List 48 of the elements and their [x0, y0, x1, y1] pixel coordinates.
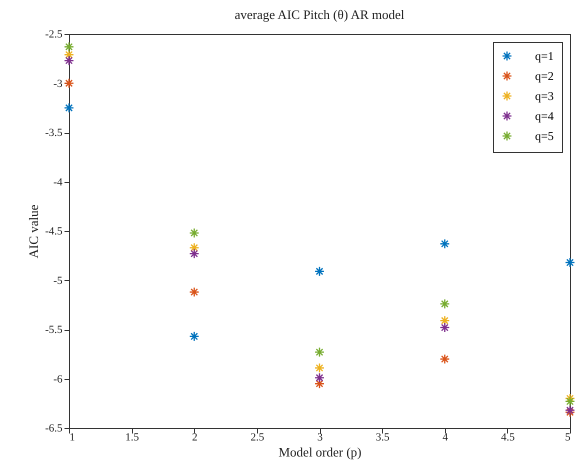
x-tick-label: 3.5	[376, 432, 390, 444]
x-tick-label: 5	[565, 432, 571, 444]
y-tick-label: -5.5	[45, 324, 63, 336]
point	[314, 347, 325, 358]
y-tick-label: -4.5	[45, 226, 63, 238]
point	[189, 228, 200, 238]
legend-label: q=2	[535, 69, 554, 83]
point	[189, 242, 200, 253]
point	[64, 78, 74, 88]
point	[440, 322, 450, 333]
y-tick-label: -5	[53, 274, 63, 287]
point	[189, 248, 200, 259]
x-tick-label: 1	[70, 432, 75, 444]
y-axis-title: AIC value	[26, 204, 42, 258]
legend-label: q=1	[535, 49, 554, 63]
point	[64, 55, 74, 66]
x-tick-label: 2	[192, 432, 198, 444]
x-tick-label: 4	[442, 432, 448, 444]
point	[440, 354, 450, 364]
point	[314, 362, 325, 374]
chart-title: average AIC Pitch (θ) AR model	[234, 7, 405, 22]
y-tick-label: -3.5	[45, 127, 63, 139]
point	[564, 396, 576, 407]
legend-label: q=4	[535, 109, 554, 123]
point	[64, 42, 74, 52]
y-tick-label: -6	[53, 373, 63, 386]
point	[189, 331, 200, 342]
legend-label: q=5	[535, 129, 554, 143]
point	[314, 266, 325, 277]
y-tick-label: -4	[53, 176, 63, 188]
x-tick-label: 3	[317, 432, 324, 444]
point	[189, 286, 200, 298]
point	[440, 238, 450, 249]
point	[314, 372, 325, 383]
point	[64, 50, 74, 60]
y-tick-label: -2.5	[45, 28, 63, 40]
point	[440, 316, 450, 326]
legend-label: q=3	[535, 89, 554, 103]
x-tick-label: 4.5	[501, 432, 516, 444]
y-tick-label: -6.5	[45, 422, 63, 434]
x-tick-label: 2.5	[250, 432, 265, 444]
y-tick-label: -3	[53, 78, 63, 90]
point	[564, 257, 576, 268]
point	[440, 298, 450, 310]
x-tick-label: 1.5	[125, 432, 140, 444]
point	[64, 102, 74, 113]
point	[314, 378, 325, 389]
x-axis-title: Model order (p)	[278, 444, 362, 460]
